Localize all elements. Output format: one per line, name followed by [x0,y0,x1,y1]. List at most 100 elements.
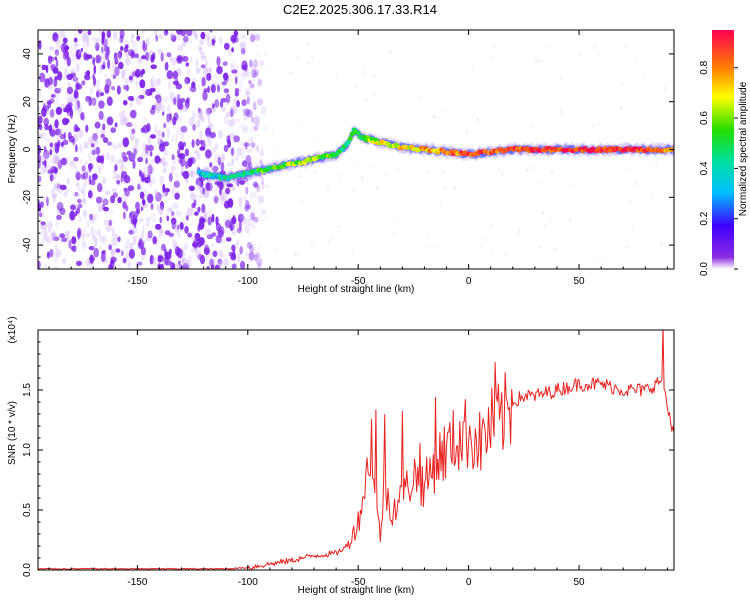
noise-speckle [159,100,162,109]
noise-speckle [164,212,168,219]
noise-speckle [235,65,239,70]
noise-speckle [156,204,160,211]
noise-speckle [182,170,190,180]
noise-speckle [620,82,624,87]
noise-speckle [189,156,196,165]
noise-speckle [184,225,189,234]
noise-speckle [105,225,112,232]
noise-speckle [131,121,138,129]
noise-speckle [604,137,607,141]
noise-speckle [253,72,259,78]
noise-speckle [243,108,250,117]
noise-speckle [252,181,258,187]
noise-speckle [141,30,146,34]
noise-speckle [259,111,265,118]
noise-speckle [45,64,49,74]
noise-speckle [351,247,354,252]
noise-speckle [531,166,534,171]
noise-speckle [110,72,117,79]
colorbar: 0.0 0.2 0.4 0.6 0.8 Normalized spectral ampl… [699,30,749,276]
noise-speckle [83,144,89,150]
noise-speckle [194,169,198,176]
noise-speckle [103,199,110,206]
noise-speckle [544,223,547,228]
noise-speckle [102,61,106,70]
noise-speckle [244,217,252,227]
noise-speckle [77,203,83,209]
noise-speckle [497,167,501,172]
noise-speckle [40,224,47,231]
noise-speckle [81,182,88,189]
noise-speckle [233,108,238,115]
noise-speckle [200,116,204,123]
noise-speckle [240,71,247,79]
noise-speckle [169,205,173,213]
noise-speckle [159,264,164,269]
figure-title: C2E2.2025.306.17.33.R14 [283,2,437,17]
noise-speckle [152,255,156,264]
y-tick-label: -20 [22,190,33,205]
noise-speckle [170,165,175,175]
noise-speckle [203,166,210,172]
noise-speckle [195,58,199,68]
noise-speckle [256,259,263,268]
noise-speckle [79,143,83,153]
noise-speckle [224,115,228,125]
noise-speckle [38,160,41,169]
noise-speckle [476,117,479,122]
noise-speckle [206,107,212,115]
noise-speckle [40,132,47,139]
noise-speckle [157,234,161,243]
noise-speckle [245,164,252,173]
noise-speckle [77,30,83,34]
noise-speckle [102,123,106,131]
noise-speckle [168,80,171,90]
noise-speckle [256,257,263,267]
noise-speckle [40,221,46,226]
noise-speckle [246,147,253,154]
noise-speckle [247,138,254,147]
noise-speckle [41,154,48,161]
noise-speckle [73,156,79,162]
y-tick-label: 0 [22,146,33,152]
noise-speckle [110,218,113,227]
noise-speckle [171,154,175,161]
noise-speckle [141,225,145,235]
noise-speckle [99,65,103,71]
noise-speckle [63,191,68,197]
noise-speckle [149,177,156,184]
noise-speckle [240,215,246,225]
noise-speckle [41,194,46,202]
noise-speckle [634,181,637,185]
spectrogram-xlabel: Height of straight line (km) [298,284,415,295]
noise-speckle [232,185,236,192]
noise-speckle [75,62,80,73]
noise-speckle [53,266,60,269]
noise-speckle [214,142,219,150]
noise-speckle [211,213,215,223]
noise-speckle [225,93,231,104]
noise-speckle [253,125,258,131]
noise-speckle [206,133,211,143]
noise-speckle [154,102,162,112]
noise-speckle [187,171,193,177]
noise-speckle [257,82,262,90]
noise-speckle [77,182,80,192]
noise-speckle [228,216,231,224]
noise-speckle [130,215,134,224]
noise-speckle [231,158,235,165]
noise-speckle [173,97,177,105]
noise-speckle [114,164,118,172]
noise-speckle [79,188,86,193]
noise-speckle [207,42,212,47]
noise-speckle [124,245,128,252]
noise-speckle [55,39,62,50]
noise-speckle [59,184,67,191]
noise-speckle [182,263,189,269]
noise-speckle [46,251,50,259]
noise-speckle [55,132,62,141]
noise-speckle [132,235,137,246]
noise-speckle [261,208,266,215]
noise-speckle [112,74,116,79]
noise-speckle [182,258,188,267]
